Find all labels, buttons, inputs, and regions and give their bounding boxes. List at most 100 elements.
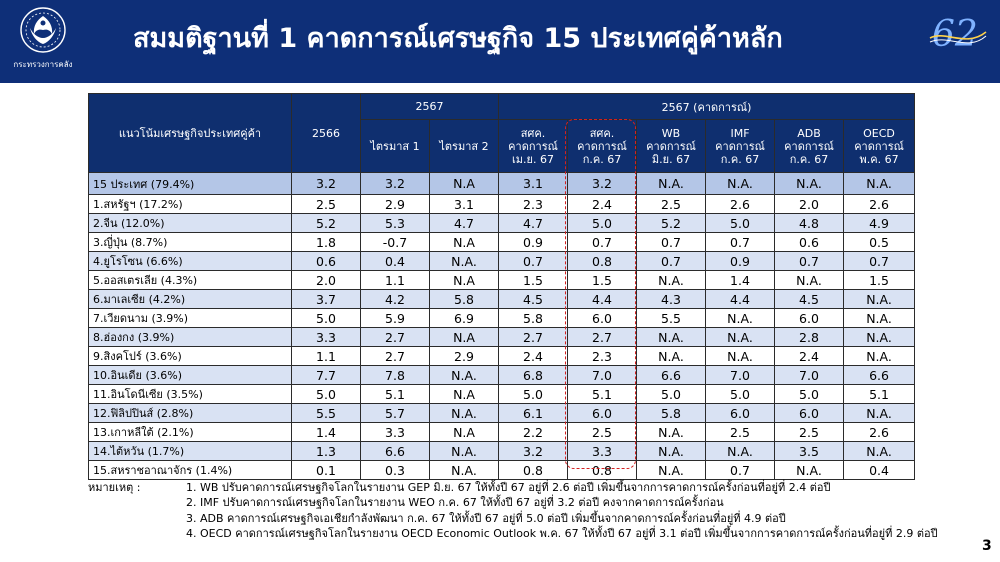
value-cell: 0.8 [498, 460, 568, 480]
value-cell: 7.0 [774, 365, 844, 385]
value-cell: 0.1 [291, 460, 361, 480]
value-cell: 2.7 [360, 327, 430, 347]
value-cell: N.A. [429, 460, 499, 480]
table-row: 13.เกาหลีใต้ (2.1%) 1.4 3.3 N.A 2.2 2.5 N.A. 2.… [88, 422, 916, 442]
value-cell: 0.7 [498, 251, 568, 271]
value-cell: 7.7 [291, 365, 361, 385]
value-cell: N.A [429, 232, 499, 252]
value-cell: N.A. [842, 308, 916, 328]
table-row: 4.ยูโรโซน (6.6%) 0.6 0.4 N.A. 0.7 0.8 0.7 0.9 0.… [88, 251, 916, 271]
value-cell: 1.4 [705, 270, 775, 290]
value-cell: 5.0 [774, 384, 844, 404]
value-cell: 5.1 [567, 384, 637, 404]
value-cell: 2.8 [774, 327, 844, 347]
trade-partner-forecast-table: แนวโน้มเศรษฐกิจประเทศคู่ค้า 2566 2567 25… [88, 93, 916, 480]
row-label: 15 ประเทศ (79.4%) [88, 172, 292, 195]
value-cell: N.A [429, 270, 499, 290]
value-cell: N.A. [705, 327, 775, 347]
value-cell: 5.1 [360, 384, 430, 404]
value-cell: 5.5 [636, 308, 706, 328]
value-cell: 5.8 [498, 308, 568, 328]
value-cell: 0.9 [498, 232, 568, 252]
62-anniversary-icon: 62 [929, 14, 987, 52]
row-label: 5.ออสเตรเลีย (4.3%) [88, 270, 292, 290]
value-cell: N.A. [774, 460, 844, 480]
header-imf: IMF คาดการณ์ ก.ค. 67 [705, 119, 775, 173]
value-cell: 5.0 [567, 213, 637, 233]
row-label: 3.ญี่ปุ่น (8.7%) [88, 232, 292, 252]
value-cell: 2.2 [498, 422, 568, 442]
value-cell: 0.7 [636, 232, 706, 252]
value-cell: 2.5 [705, 422, 775, 442]
row-label: 8.ฮ่องกง (3.9%) [88, 327, 292, 347]
value-cell: 3.3 [567, 441, 637, 461]
value-cell: 5.0 [705, 384, 775, 404]
value-cell: 7.0 [567, 365, 637, 385]
value-cell: N.A. [774, 172, 844, 195]
value-cell: 1.8 [291, 232, 361, 252]
value-cell: 5.3 [360, 213, 430, 233]
value-cell: 3.7 [291, 289, 361, 309]
value-cell: 5.0 [636, 384, 706, 404]
value-cell: N.A. [429, 365, 499, 385]
value-cell: 2.3 [498, 194, 568, 214]
value-cell: N.A [429, 384, 499, 404]
table-row: 8.ฮ่องกง (3.9%) 3.3 2.7 N.A 2.7 2.7 N.A. N.A. 2.… [88, 327, 916, 347]
value-cell: N.A [429, 422, 499, 442]
value-cell: 3.1 [429, 194, 499, 214]
value-cell: N.A [429, 172, 499, 195]
value-cell: 6.6 [842, 365, 916, 385]
value-cell: 2.5 [291, 194, 361, 214]
value-cell: 1.5 [567, 270, 637, 290]
row-label: 12.ฟิลิปปินส์ (2.8%) [88, 403, 292, 423]
value-cell: 6.8 [498, 365, 568, 385]
header-q1: ไตรมาส 1 [360, 119, 430, 173]
table-row: 11.อินโดนีเซีย (3.5%) 5.0 5.1 N.A 5.0 5.1 5.0 5… [88, 384, 916, 404]
value-cell: 6.6 [360, 441, 430, 461]
ministry-caption: กระทรวงการคลัง [13, 60, 73, 69]
value-cell: 0.7 [705, 232, 775, 252]
value-cell: 2.4 [498, 346, 568, 366]
value-cell: 3.3 [291, 327, 361, 347]
garuda-emblem-icon [20, 7, 66, 53]
value-cell: N.A. [429, 441, 499, 461]
header-oecd: OECD คาดการณ์ พ.ค. 67 [842, 119, 916, 173]
value-cell: 5.5 [291, 403, 361, 423]
row-label: 15.สหราชอาณาจักร (1.4%) [88, 460, 292, 480]
table-row: 2.จีน (12.0%) 5.2 5.3 4.7 4.7 5.0 5.2 5.0 4.8 4.9 [88, 213, 916, 233]
header-fpo-jul: สศค. คาดการณ์ ก.ค. 67 [567, 119, 637, 173]
row-label: 14.ไต้หวัน (1.7%) [88, 441, 292, 461]
value-cell: N.A. [705, 172, 775, 195]
value-cell: 3.3 [360, 422, 430, 442]
anniversary-logo: 62 [922, 4, 996, 76]
footnote-2: 2. IMF ปรับคาดการณ์เศรษฐกิจโลกในรายงาน W… [186, 496, 724, 510]
header-fpo-apr: สศค. คาดการณ์ เม.ย. 67 [498, 119, 568, 173]
table-row: 9.สิงคโปร์ (3.6%) 1.1 2.7 2.9 2.4 2.3 N.A. N.A.… [88, 346, 916, 366]
value-cell: 0.8 [567, 460, 637, 480]
value-cell: N.A. [636, 270, 706, 290]
header-wb: WB คาดการณ์ มิ.ย. 67 [636, 119, 706, 173]
page-number: 3 [982, 538, 992, 554]
footnote-4: 4. OECD คาดการณ์เศรษฐกิจโลกในรายงาน OECD… [186, 526, 938, 540]
value-cell: 4.3 [636, 289, 706, 309]
row-label: 9.สิงคโปร์ (3.6%) [88, 346, 292, 366]
value-cell: 2.6 [842, 422, 916, 442]
value-cell: 4.9 [842, 213, 916, 233]
table-row: 5.ออสเตรเลีย (4.3%) 2.0 1.1 N.A 1.5 1.5 N.A. 1.… [88, 270, 916, 290]
table-row: 3.ญี่ปุ่น (8.7%) 1.8 -0.7 N.A 0.9 0.7 0.7 0.7 0.… [88, 232, 916, 252]
value-cell: N.A [429, 327, 499, 347]
value-cell: 7.8 [360, 365, 430, 385]
row-label: 4.ยูโรโซน (6.6%) [88, 251, 292, 271]
header-2566: 2566 [291, 93, 361, 173]
value-cell: N.A. [636, 346, 706, 366]
value-cell: 5.8 [636, 403, 706, 423]
header-2567-forecast: 2567 (คาดการณ์) [497, 93, 916, 120]
ministry-logo: กระทรวงการคลัง [6, 4, 80, 76]
row-label: 13.เกาหลีใต้ (2.1%) [88, 422, 292, 442]
value-cell: N.A. [636, 441, 706, 461]
value-cell: N.A. [842, 327, 916, 347]
value-cell: 1.3 [291, 441, 361, 461]
value-cell: 6.6 [636, 365, 706, 385]
value-cell: 2.5 [636, 194, 706, 214]
value-cell: N.A. [636, 422, 706, 442]
